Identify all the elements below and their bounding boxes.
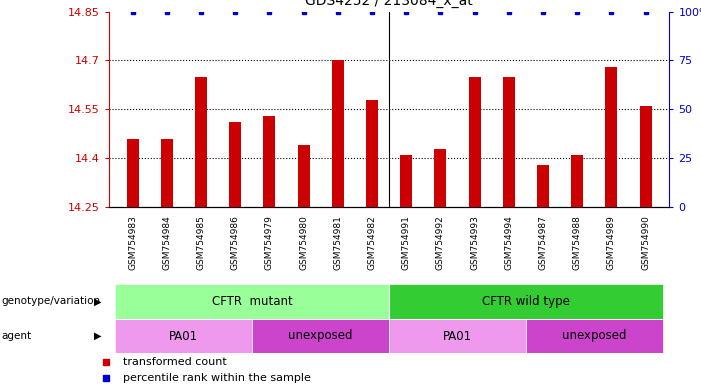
- Bar: [252, 319, 389, 353]
- Text: CFTR wild type: CFTR wild type: [482, 295, 570, 308]
- Bar: [298, 145, 310, 207]
- Bar: [526, 319, 662, 353]
- Bar: [127, 139, 139, 207]
- Bar: [571, 155, 583, 207]
- Bar: [116, 319, 252, 353]
- Text: percentile rank within the sample: percentile rank within the sample: [123, 373, 311, 383]
- Bar: [366, 99, 378, 207]
- Bar: [503, 77, 515, 207]
- Text: CFTR  mutant: CFTR mutant: [212, 295, 292, 308]
- Bar: [389, 284, 662, 319]
- Bar: [264, 116, 275, 207]
- Text: unexposed: unexposed: [288, 329, 353, 343]
- Bar: [389, 319, 526, 353]
- Text: ▶: ▶: [94, 296, 102, 306]
- Bar: [332, 60, 343, 207]
- Bar: [435, 149, 447, 207]
- Text: transformed count: transformed count: [123, 358, 227, 367]
- Bar: [161, 139, 172, 207]
- Title: GDS4252 / 213084_x_at: GDS4252 / 213084_x_at: [305, 0, 473, 8]
- Text: agent: agent: [1, 331, 32, 341]
- Text: ▶: ▶: [94, 331, 102, 341]
- Bar: [606, 67, 618, 207]
- Text: PA01: PA01: [170, 329, 198, 343]
- Text: PA01: PA01: [443, 329, 472, 343]
- Bar: [400, 155, 412, 207]
- Bar: [229, 122, 241, 207]
- Bar: [537, 165, 549, 207]
- Bar: [195, 77, 207, 207]
- Bar: [116, 284, 389, 319]
- Bar: [468, 77, 480, 207]
- Bar: [639, 106, 651, 207]
- Text: unexposed: unexposed: [562, 329, 627, 343]
- Text: genotype/variation: genotype/variation: [1, 296, 100, 306]
